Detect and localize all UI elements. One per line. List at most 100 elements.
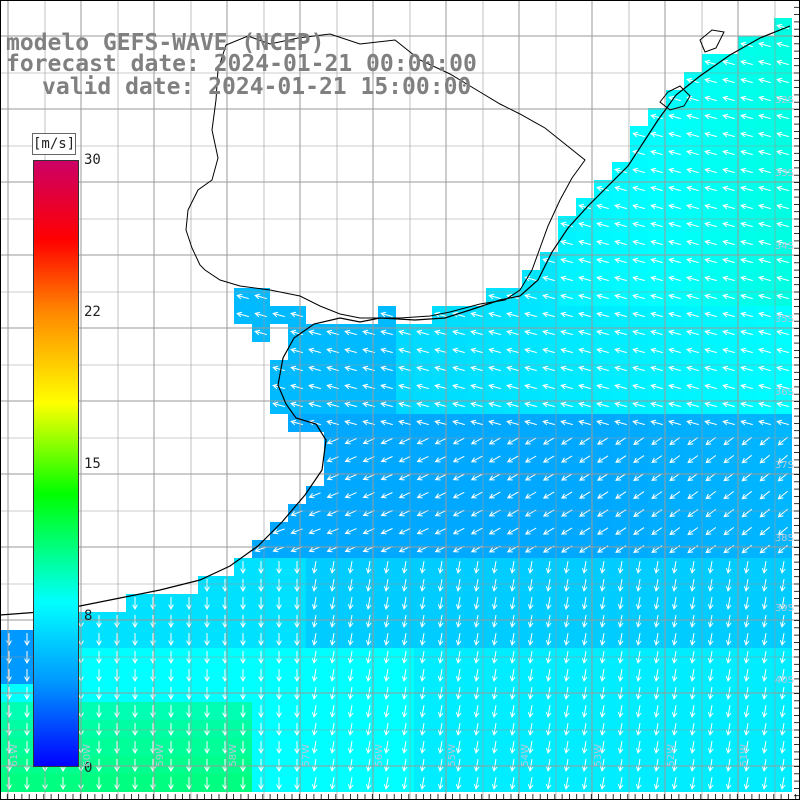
wind-arrow — [6, 777, 12, 791]
wind-arrow — [524, 293, 537, 300]
wind-arrow — [617, 669, 624, 682]
wind-arrow — [725, 633, 732, 646]
wind-arrow — [527, 705, 534, 718]
wind-arrow — [777, 544, 788, 554]
wind-arrow — [506, 455, 519, 463]
wind-arrow — [488, 401, 501, 408]
wind-arrow — [329, 759, 336, 772]
wind-arrow — [758, 347, 771, 354]
wind-arrow — [632, 293, 645, 300]
wind-arrow — [722, 239, 735, 246]
wind-arrow — [488, 419, 501, 426]
wind-arrow — [168, 723, 174, 737]
wind-arrow — [743, 597, 750, 610]
wind-arrow — [491, 777, 498, 790]
wind-arrow — [545, 615, 552, 628]
wind-arrow — [276, 723, 282, 737]
wind-arrow — [560, 311, 573, 318]
wind-arrow — [294, 669, 300, 683]
wind-arrow — [326, 492, 339, 499]
wind-arrow — [614, 347, 627, 354]
wind-arrow — [599, 579, 606, 592]
wind-arrow — [416, 383, 429, 390]
wind-arrow — [686, 185, 699, 192]
wind-arrow — [614, 401, 627, 408]
wind-arrow — [470, 347, 483, 354]
wind-arrow — [524, 473, 537, 481]
wind-arrow — [560, 275, 573, 282]
wind-arrow — [632, 365, 645, 372]
wind-arrow — [578, 203, 591, 210]
wind-arrow — [722, 113, 735, 120]
wind-arrow — [437, 633, 444, 646]
wind-arrow — [725, 759, 732, 772]
wind-arrow — [725, 561, 732, 574]
wind-arrow — [707, 579, 714, 592]
wind-arrow — [578, 365, 591, 372]
wind-arrow — [329, 561, 336, 574]
wind-arrow — [633, 455, 645, 463]
wind-arrow — [272, 311, 285, 318]
wind-arrow — [527, 777, 534, 790]
wind-arrow — [617, 561, 624, 574]
wind-arrow — [725, 669, 732, 682]
wind-arrow — [434, 437, 447, 445]
wind-arrow — [614, 383, 627, 390]
wind-arrow — [419, 723, 426, 736]
wind-arrow — [204, 615, 210, 629]
wind-arrow — [761, 741, 768, 754]
wind-arrow — [741, 508, 753, 518]
wind-arrow — [488, 383, 501, 390]
wind-arrow — [383, 561, 390, 574]
wind-arrow — [596, 275, 609, 282]
wind-arrow — [668, 293, 681, 300]
wind-arrow — [653, 777, 660, 790]
wind-arrow — [761, 615, 768, 628]
wind-arrow — [473, 777, 480, 790]
wind-arrow — [650, 221, 663, 228]
wind-arrow — [776, 221, 789, 228]
wind-arrow — [614, 239, 627, 246]
wind-arrow — [758, 383, 771, 390]
wind-arrow — [491, 723, 498, 736]
wind-arrow — [579, 527, 591, 535]
wind-arrow — [398, 365, 411, 372]
wind-arrow — [150, 669, 156, 683]
wind-arrow — [186, 723, 192, 737]
wind-arrow — [740, 149, 753, 156]
wind-arrow — [689, 705, 696, 718]
wind-arrow — [258, 723, 264, 737]
wind-arrow — [617, 741, 624, 754]
wind-arrow — [632, 239, 645, 246]
wind-arrow — [776, 365, 789, 372]
wind-arrow — [132, 777, 138, 791]
colorbar-tick: 22 — [84, 304, 101, 320]
wind-arrow — [401, 759, 408, 772]
wind-arrow — [240, 723, 246, 737]
wind-arrow — [276, 633, 282, 647]
wind-arrow — [776, 203, 789, 210]
wind-arrow — [506, 473, 519, 481]
wind-arrow — [687, 491, 699, 500]
wind-arrow — [24, 633, 30, 647]
wind-arrow — [290, 528, 303, 535]
wind-arrow — [561, 455, 573, 463]
wind-arrow — [725, 723, 732, 736]
wind-arrow — [686, 221, 699, 228]
wind-arrow — [725, 597, 732, 610]
wind-arrow — [542, 383, 555, 390]
wind-arrow — [761, 561, 768, 574]
wind-arrow — [560, 329, 573, 336]
wind-arrow — [669, 527, 681, 536]
wind-arrow — [258, 561, 264, 575]
wind-arrow — [509, 561, 516, 574]
wind-arrow — [258, 597, 264, 611]
wind-arrow — [779, 705, 786, 718]
wind-arrow — [779, 615, 786, 628]
wind-arrow — [329, 669, 336, 682]
wind-arrow — [398, 383, 411, 390]
wind-arrow — [114, 741, 120, 755]
wind-arrow — [524, 419, 537, 426]
wind-arrow — [614, 311, 627, 318]
wind-arrow — [579, 491, 591, 499]
